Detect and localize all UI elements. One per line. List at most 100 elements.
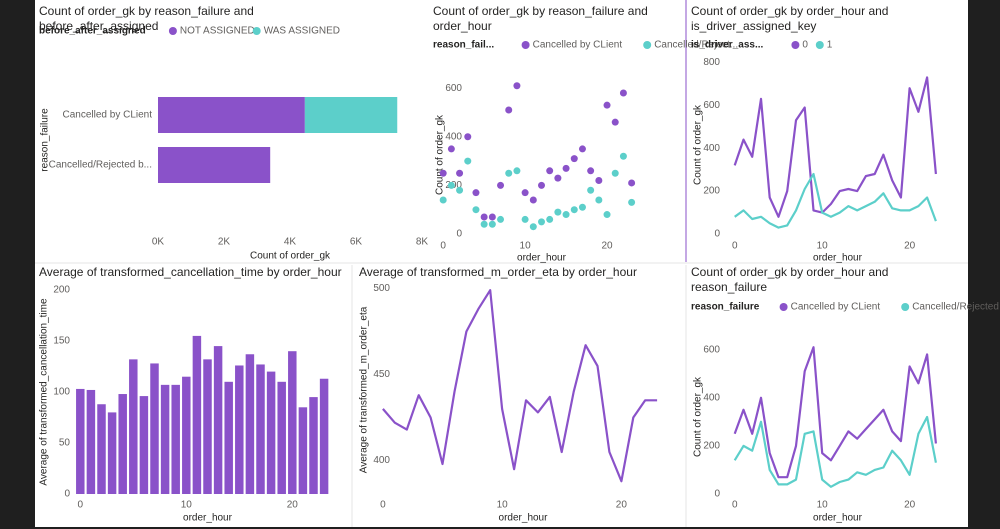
point xyxy=(497,181,505,189)
x-tick-label: 10 xyxy=(181,500,193,511)
y-axis-title: Count of order_gk xyxy=(693,104,704,185)
y-tick-label: 600 xyxy=(703,100,720,111)
line xyxy=(733,415,937,488)
line xyxy=(733,76,937,218)
x-tick-label: 8K xyxy=(416,237,429,248)
y-tick-label: 400 xyxy=(703,143,720,154)
x-tick-label: 2K xyxy=(218,237,231,248)
x-tick-label: 0 xyxy=(440,241,446,252)
legend-label: 1 xyxy=(827,40,833,51)
bar xyxy=(256,364,265,494)
y-tick-label: 150 xyxy=(53,336,70,347)
category-label: Cancelled by CLient xyxy=(63,110,153,121)
chart-title: Count of order_gk by reason_failure and b… xyxy=(39,4,254,33)
point xyxy=(472,189,480,197)
legend-marker xyxy=(252,27,261,35)
legend-marker xyxy=(901,303,910,311)
point xyxy=(628,198,636,206)
legend-label: NOT ASSIGNED xyxy=(180,26,255,37)
x-tick-label: 6K xyxy=(350,237,363,248)
point xyxy=(464,157,472,165)
bar xyxy=(277,381,286,494)
legend-marker xyxy=(779,303,788,311)
line xyxy=(734,172,937,229)
point xyxy=(488,213,496,221)
point xyxy=(439,169,447,177)
chart-title: Count of order_gk by order_hour and reaso… xyxy=(691,265,888,294)
point xyxy=(611,169,619,177)
x-axis-title: order_hour xyxy=(517,253,567,264)
x-tick-label: 20 xyxy=(904,500,916,511)
point xyxy=(554,174,562,182)
point xyxy=(554,208,562,216)
x-tick-label: 10 xyxy=(520,241,532,252)
bar xyxy=(76,388,85,494)
y-tick-label: 600 xyxy=(703,344,720,355)
chart-title: Count of order_gk by order_hour and is_dr… xyxy=(691,4,888,33)
point xyxy=(603,101,611,109)
point xyxy=(472,206,480,214)
bar xyxy=(86,389,96,494)
bar xyxy=(160,384,170,494)
bar xyxy=(97,404,106,494)
point xyxy=(447,145,455,153)
bar xyxy=(309,397,318,494)
point xyxy=(546,167,554,175)
x-axis-title: order_hour xyxy=(499,513,549,524)
category-label: Cancelled/Rejected b... xyxy=(49,160,152,171)
y-tick-label: 200 xyxy=(703,186,720,197)
y-axis-title: Count of order_gk xyxy=(435,114,446,195)
y-tick-label: 400 xyxy=(703,392,720,403)
point xyxy=(603,211,611,219)
point xyxy=(628,179,636,187)
y-tick-label: 200 xyxy=(53,285,70,296)
chart-title: Average of transformed_m_order_eta by or… xyxy=(359,265,637,279)
bar-segment xyxy=(158,97,305,133)
bar xyxy=(288,351,297,494)
point xyxy=(505,169,513,177)
point xyxy=(529,223,537,231)
point xyxy=(456,186,464,194)
point xyxy=(570,206,578,214)
x-axis-title: order_hour xyxy=(813,513,863,524)
legend-marker xyxy=(521,41,530,49)
legend-marker xyxy=(815,41,824,49)
point xyxy=(538,218,545,226)
legend-label: Cancelled/Rejected ... xyxy=(912,302,1000,313)
point xyxy=(578,145,586,153)
bar xyxy=(107,412,117,494)
bar xyxy=(213,346,223,494)
bar xyxy=(245,354,255,494)
bar xyxy=(298,407,308,494)
y-axis-title: Average of transformed_m_order_eta xyxy=(359,306,370,473)
x-tick-label: 10 xyxy=(817,241,829,252)
legend-label: Cancelled/Reject... xyxy=(654,40,738,51)
legend-label: Cancelled by CLient xyxy=(533,40,623,51)
point xyxy=(546,215,554,223)
legend-label: Cancelled by CLient xyxy=(791,302,881,313)
point xyxy=(529,196,537,204)
chart-title: Average of transformed_cancellation_time… xyxy=(39,265,342,279)
x-axis-title: Count of order_gk xyxy=(250,251,331,262)
y-tick-label: 0 xyxy=(714,229,720,240)
bar xyxy=(224,381,233,494)
y-tick-label: 500 xyxy=(373,283,390,294)
bar-segment xyxy=(304,97,398,133)
bar xyxy=(319,378,329,494)
y-tick-label: 450 xyxy=(373,369,390,380)
point xyxy=(562,164,570,172)
point xyxy=(619,152,627,160)
bar xyxy=(118,394,127,494)
bar xyxy=(139,396,149,494)
legend-title: before_after_assigned xyxy=(39,26,146,37)
bar xyxy=(150,363,159,494)
x-tick-label: 10 xyxy=(497,500,509,511)
point xyxy=(578,203,586,211)
point xyxy=(595,177,603,185)
point xyxy=(595,196,603,204)
y-tick-label: 600 xyxy=(445,83,462,94)
bar xyxy=(171,384,180,494)
point xyxy=(497,215,505,223)
y-axis-title: Count of order_gk xyxy=(693,376,704,457)
